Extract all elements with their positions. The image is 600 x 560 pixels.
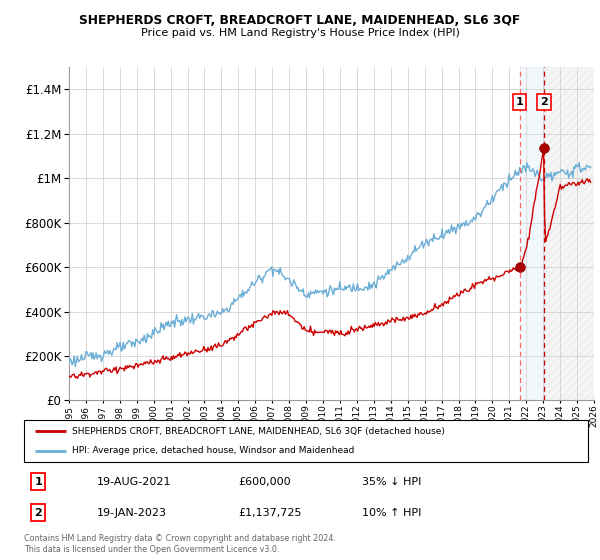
- Text: 19-AUG-2021: 19-AUG-2021: [97, 477, 172, 487]
- FancyBboxPatch shape: [24, 420, 588, 462]
- Text: HPI: Average price, detached house, Windsor and Maidenhead: HPI: Average price, detached house, Wind…: [72, 446, 355, 455]
- Text: Contains HM Land Registry data © Crown copyright and database right 2024.
This d: Contains HM Land Registry data © Crown c…: [24, 534, 336, 554]
- Text: 35% ↓ HPI: 35% ↓ HPI: [362, 477, 422, 487]
- Text: 2: 2: [34, 508, 42, 517]
- Text: £1,137,725: £1,137,725: [238, 508, 302, 517]
- Bar: [520, 67, 544, 400]
- Text: 1: 1: [516, 97, 524, 107]
- Bar: [544, 67, 594, 400]
- Text: £600,000: £600,000: [238, 477, 291, 487]
- Text: 2: 2: [540, 97, 548, 107]
- Text: Price paid vs. HM Land Registry's House Price Index (HPI): Price paid vs. HM Land Registry's House …: [140, 28, 460, 38]
- Text: 1: 1: [34, 477, 42, 487]
- Text: 19-JAN-2023: 19-JAN-2023: [97, 508, 167, 517]
- Text: SHEPHERDS CROFT, BREADCROFT LANE, MAIDENHEAD, SL6 3QF: SHEPHERDS CROFT, BREADCROFT LANE, MAIDEN…: [79, 14, 521, 27]
- Text: SHEPHERDS CROFT, BREADCROFT LANE, MAIDENHEAD, SL6 3QF (detached house): SHEPHERDS CROFT, BREADCROFT LANE, MAIDEN…: [72, 427, 445, 436]
- Text: 10% ↑ HPI: 10% ↑ HPI: [362, 508, 422, 517]
